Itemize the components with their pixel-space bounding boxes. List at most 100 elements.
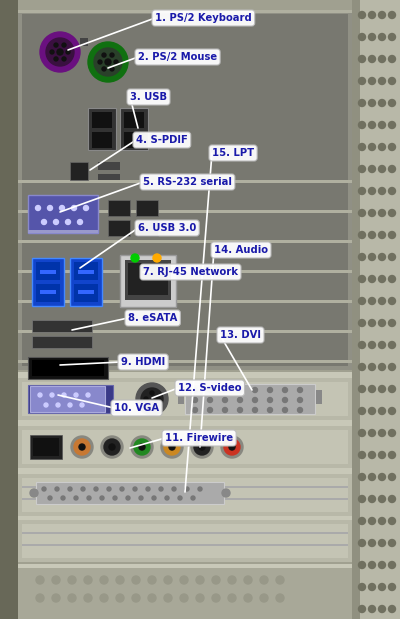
Circle shape bbox=[110, 53, 114, 57]
Circle shape bbox=[378, 386, 386, 392]
Circle shape bbox=[260, 594, 268, 602]
Circle shape bbox=[378, 342, 386, 348]
Circle shape bbox=[180, 576, 188, 584]
Circle shape bbox=[84, 206, 88, 210]
Circle shape bbox=[191, 496, 195, 500]
Bar bbox=[74, 262, 98, 280]
Circle shape bbox=[378, 363, 386, 371]
Bar bbox=[125, 260, 171, 300]
Bar bbox=[124, 132, 144, 148]
Circle shape bbox=[358, 561, 366, 568]
Circle shape bbox=[268, 407, 272, 412]
Circle shape bbox=[268, 387, 272, 392]
Text: 3. USB: 3. USB bbox=[130, 92, 167, 102]
Circle shape bbox=[148, 576, 156, 584]
Circle shape bbox=[378, 144, 386, 150]
Circle shape bbox=[358, 584, 366, 591]
Circle shape bbox=[378, 451, 386, 459]
Circle shape bbox=[378, 254, 386, 261]
Circle shape bbox=[212, 594, 220, 602]
Circle shape bbox=[368, 540, 376, 547]
Circle shape bbox=[196, 576, 204, 584]
Circle shape bbox=[56, 403, 60, 407]
Circle shape bbox=[276, 576, 284, 584]
Circle shape bbox=[105, 59, 111, 65]
Circle shape bbox=[378, 12, 386, 19]
Circle shape bbox=[54, 220, 58, 225]
Circle shape bbox=[368, 275, 376, 282]
Circle shape bbox=[388, 561, 396, 568]
Bar bbox=[28, 385, 113, 413]
Circle shape bbox=[199, 444, 205, 450]
Bar bbox=[18, 300, 352, 303]
Circle shape bbox=[388, 474, 396, 480]
Text: 1. PS/2 Keyboard: 1. PS/2 Keyboard bbox=[155, 13, 252, 23]
Circle shape bbox=[378, 165, 386, 173]
Circle shape bbox=[222, 489, 230, 497]
Bar bbox=[18, 420, 352, 426]
Circle shape bbox=[388, 275, 396, 282]
Circle shape bbox=[208, 387, 212, 392]
Circle shape bbox=[100, 594, 108, 602]
Circle shape bbox=[282, 397, 288, 402]
Bar bbox=[70, 162, 88, 180]
Circle shape bbox=[212, 576, 220, 584]
Bar bbox=[18, 360, 352, 363]
Circle shape bbox=[358, 386, 366, 392]
Circle shape bbox=[252, 397, 258, 402]
Circle shape bbox=[368, 451, 376, 459]
Circle shape bbox=[208, 397, 212, 402]
Circle shape bbox=[88, 42, 128, 82]
Bar bbox=[108, 220, 130, 236]
Bar bbox=[30, 386, 105, 412]
Circle shape bbox=[260, 576, 268, 584]
Bar bbox=[18, 516, 352, 522]
Circle shape bbox=[358, 363, 366, 371]
Bar bbox=[28, 230, 98, 233]
Circle shape bbox=[358, 77, 366, 85]
Circle shape bbox=[192, 397, 198, 402]
Circle shape bbox=[52, 576, 60, 584]
Circle shape bbox=[368, 56, 376, 63]
Circle shape bbox=[52, 594, 60, 602]
Bar bbox=[18, 426, 352, 468]
Circle shape bbox=[110, 67, 114, 71]
Circle shape bbox=[107, 487, 111, 491]
Circle shape bbox=[114, 60, 118, 64]
Circle shape bbox=[134, 439, 150, 455]
Circle shape bbox=[388, 254, 396, 261]
Bar bbox=[352, 0, 360, 619]
Circle shape bbox=[388, 342, 396, 348]
Circle shape bbox=[46, 38, 74, 66]
Bar bbox=[33, 438, 59, 456]
Circle shape bbox=[42, 220, 46, 225]
Circle shape bbox=[378, 56, 386, 63]
Circle shape bbox=[378, 33, 386, 40]
Circle shape bbox=[378, 517, 386, 524]
Text: 14. Audio: 14. Audio bbox=[214, 245, 268, 255]
Circle shape bbox=[192, 387, 198, 392]
Circle shape bbox=[358, 165, 366, 173]
Circle shape bbox=[100, 576, 108, 584]
Circle shape bbox=[87, 496, 91, 500]
Circle shape bbox=[148, 594, 156, 602]
Circle shape bbox=[378, 474, 386, 480]
Circle shape bbox=[57, 49, 63, 55]
Circle shape bbox=[358, 254, 366, 261]
Circle shape bbox=[298, 397, 302, 402]
Circle shape bbox=[368, 407, 376, 415]
Circle shape bbox=[74, 439, 90, 455]
Circle shape bbox=[378, 77, 386, 85]
Circle shape bbox=[358, 33, 366, 40]
Circle shape bbox=[298, 387, 302, 392]
Circle shape bbox=[139, 444, 145, 450]
Text: 13. DVI: 13. DVI bbox=[220, 330, 261, 340]
Circle shape bbox=[133, 487, 137, 491]
Text: 7. RJ-45 Network: 7. RJ-45 Network bbox=[143, 267, 238, 277]
Circle shape bbox=[244, 594, 252, 602]
Bar bbox=[88, 108, 116, 150]
Circle shape bbox=[224, 439, 240, 455]
Circle shape bbox=[50, 393, 54, 397]
Text: 6. USB 3.0: 6. USB 3.0 bbox=[138, 223, 196, 233]
Bar bbox=[98, 162, 120, 170]
